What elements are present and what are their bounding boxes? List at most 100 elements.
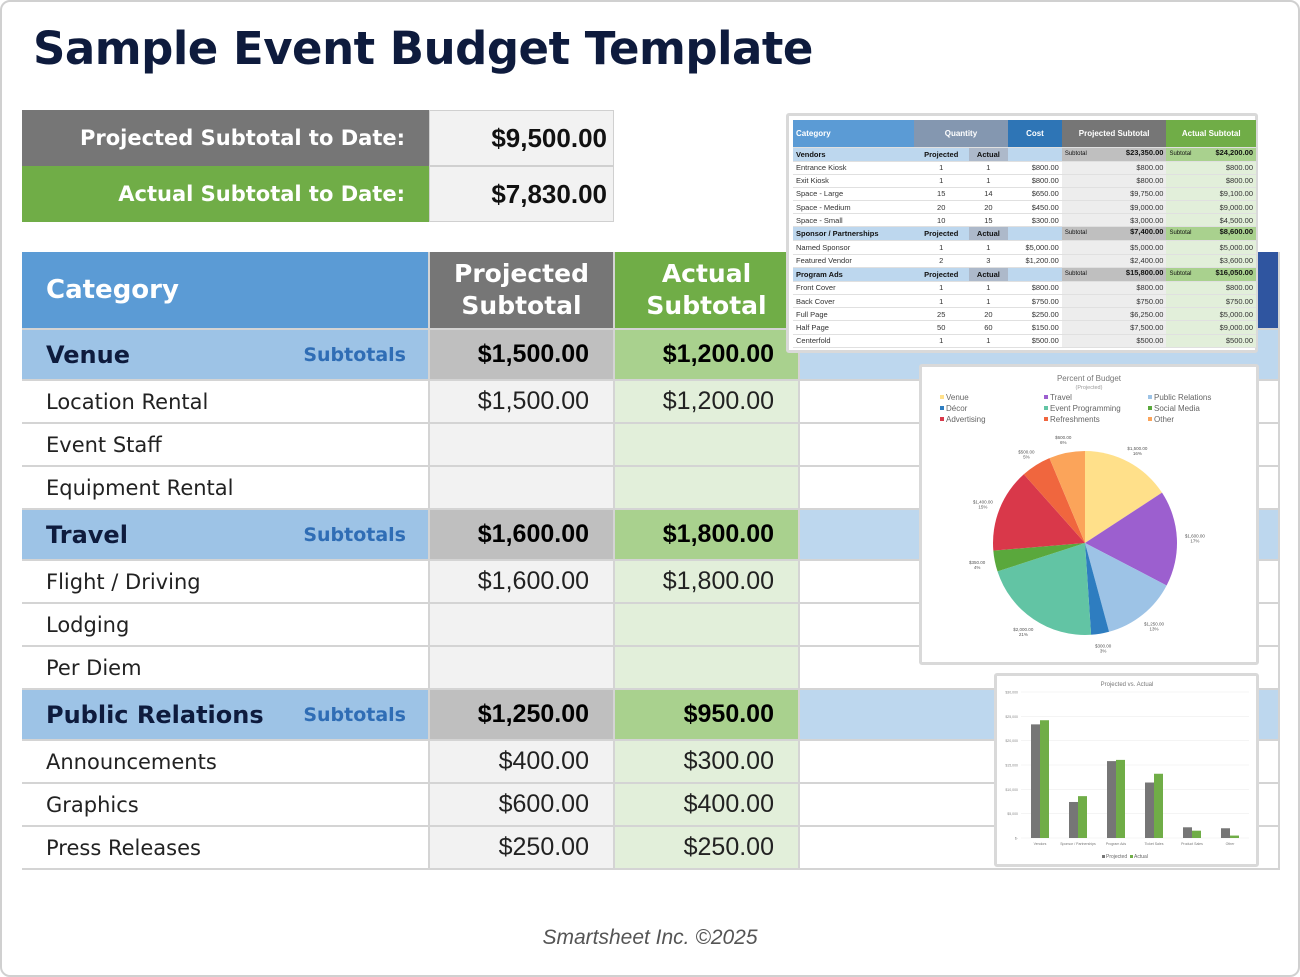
preview-cell: 60 [968,320,1009,335]
slice-value-label: $1,400.00 [973,500,994,505]
section-name-cell: Travel Subtotals [22,510,430,559]
item-actual[interactable]: $1,200.00 [615,381,800,422]
preview-cell: 1 [968,174,1009,188]
pie-slice [1085,543,1110,635]
item-actual[interactable] [615,647,800,688]
legend-label: Décor [946,404,968,413]
y-tick-label: $15,000 [1005,764,1018,768]
preview-cell: Half Page [793,320,914,335]
preview-cell: $2,400.00 [1061,254,1167,268]
item-name[interactable]: Per Diem [22,647,430,688]
item-projected[interactable]: $600.00 [430,784,615,825]
actual-subtotal-label: Actual Subtotal to Date: [22,166,429,222]
preview-header: Category Quantity Cost Projected Subtotal Ac… [793,120,1256,148]
preview-cell: $750.00 [1008,294,1062,309]
pie-slice [993,543,1085,572]
pie-slice [1085,451,1163,543]
bar-projected [1145,782,1154,838]
bar-projected [1183,827,1192,838]
section-actual: $1,800.00 [615,510,800,559]
legend-label: Projected [1106,854,1127,860]
legend-swatch [940,395,944,399]
subtotal-value: $16,050.00 [1215,267,1253,277]
legend-swatch [1044,395,1048,399]
preview-cell: 20 [968,307,1009,322]
item-name[interactable]: Press Releases [22,827,430,868]
slice-percent-label: 21% [1019,632,1028,637]
preview-cell: $500.00 [1166,334,1256,348]
legend-swatch [1148,406,1152,410]
qty-actual-label: Actual [968,267,1009,282]
slice-percent-label: 4% [974,565,981,570]
item-name[interactable]: Graphics [22,784,430,825]
preview-cell: Named Sponsor [793,240,914,255]
pie-slice [1085,492,1177,586]
item-projected[interactable] [430,467,615,508]
group-projected: Subtotal $7,400.00 [1061,226,1167,242]
group-name: Sponsor / Partnerships [793,226,914,242]
preview-cell: $300.00 [1008,213,1062,228]
preview-row: Exit Kiosk 1 1 $800.00 $800.00 $800.00 [793,174,1256,188]
item-actual[interactable] [615,604,800,645]
item-actual[interactable]: $400.00 [615,784,800,825]
header-actual: Actual Subtotal [615,252,800,328]
preview-cell: 15 [968,213,1009,228]
legend-swatch [1148,395,1152,399]
item-name[interactable]: Event Staff [22,424,430,465]
x-tick-label: Other [1226,842,1236,846]
preview-cell: $6,250.00 [1061,307,1167,322]
preview-cell: $9,750.00 [1061,187,1167,202]
item-actual[interactable]: $250.00 [615,827,800,868]
subtotal-label: Subtotal [1064,150,1087,157]
item-name[interactable]: Lodging [22,604,430,645]
preview-cell: Space - Medium [793,200,914,215]
subtotal-label: Subtotal [1064,270,1087,277]
subtotal-value: $24,200.00 [1215,147,1253,157]
preview-cell: Full Page [793,307,914,322]
item-name[interactable]: Flight / Driving [22,561,430,602]
item-projected[interactable] [430,424,615,465]
preview-cell: $450.00 [1008,200,1062,215]
preview-row: Featured Vendor 2 3 $1,200.00 $2,400.00 $3,60… [793,254,1256,268]
legend-swatch [1102,855,1105,858]
preview-cell: $4,500.00 [1166,213,1256,228]
preview-cell: 1 [913,240,969,255]
slice-value-label: $600.00 [1055,435,1072,440]
x-tick-label: Vendors [1034,842,1047,846]
slice-value-label: $350.00 [969,560,986,565]
preview-row: Full Page 25 20 $250.00 $6,250.00 $5,000.00 [793,307,1256,322]
bar-chart-card: Projected vs. Actual $- $5,000 $10,000 $15,0… [994,673,1259,867]
preview-row: Named Sponsor 1 1 $5,000.00 $5,000.00 $5,000.… [793,240,1256,255]
item-actual[interactable]: $300.00 [615,741,800,782]
preview-cell: $800.00 [1008,174,1062,188]
preview-cell: 1 [968,334,1009,348]
item-name[interactable]: Location Rental [22,381,430,422]
bar-title: Projected vs. Actual [1101,682,1154,688]
item-actual[interactable] [615,424,800,465]
preview-group-row: Vendors Projected Actual Subtotal $23,350.00… [793,147,1256,162]
section-actual: $1,200.00 [615,330,800,379]
legend-label: Refreshments [1050,415,1100,424]
item-projected[interactable]: $1,600.00 [430,561,615,602]
item-actual[interactable]: $1,800.00 [615,561,800,602]
item-name[interactable]: Announcements [22,741,430,782]
item-name[interactable]: Equipment Rental [22,467,430,508]
preview-cell: 15 [913,187,969,202]
item-projected[interactable] [430,604,615,645]
bar-projected [1069,801,1078,838]
slice-percent-label: 13% [1149,627,1158,632]
item-projected[interactable]: $1,500.00 [430,381,615,422]
cost-blank [1008,147,1062,162]
item-projected[interactable]: $250.00 [430,827,615,868]
slice-value-label: $2,000.00 [1013,627,1034,632]
actual-summary-row: Actual Subtotal to Date: $7,830.00 [22,166,614,222]
subtotals-label: Subtotals [303,703,406,726]
bar-actual [1192,830,1201,838]
qty-projected-label: Projected [913,267,969,282]
preview-cell: Centerfold [793,334,914,348]
preview-cell: $150.00 [1008,320,1062,335]
item-projected[interactable]: $400.00 [430,741,615,782]
item-actual[interactable] [615,467,800,508]
item-projected[interactable] [430,647,615,688]
preview-cell: 10 [913,213,969,228]
